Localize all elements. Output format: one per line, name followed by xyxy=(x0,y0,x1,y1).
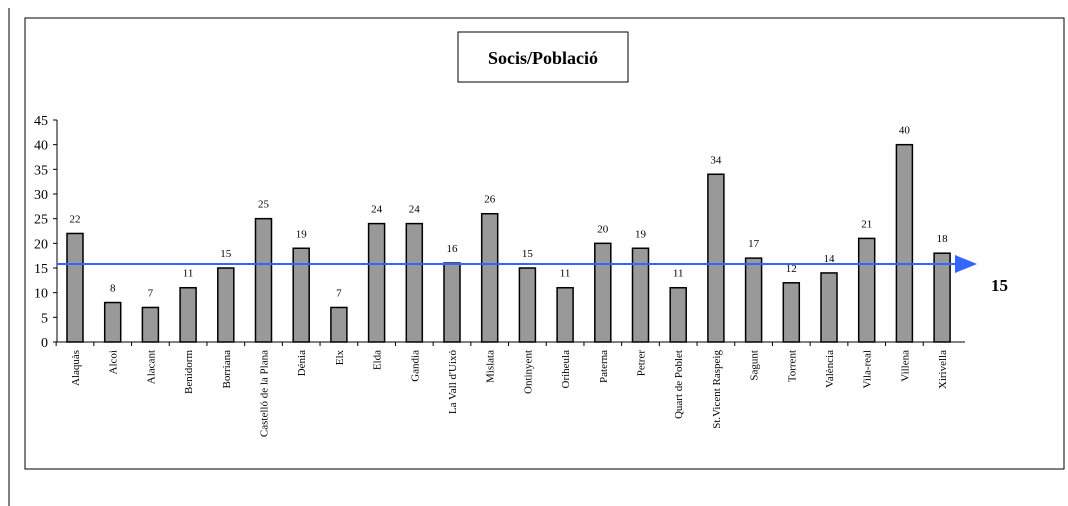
category-label: Torrent xyxy=(786,350,798,382)
bar xyxy=(180,288,196,342)
bar xyxy=(519,268,535,342)
data-label: 11 xyxy=(183,268,194,280)
category-label: Sagunt xyxy=(749,350,761,381)
data-label: 26 xyxy=(484,194,496,206)
y-tick-label: 25 xyxy=(34,213,48,228)
category-label: Petrer xyxy=(636,350,648,377)
data-label: 25 xyxy=(258,199,270,211)
bar xyxy=(708,174,724,342)
bar xyxy=(406,224,422,342)
category-label: Villena xyxy=(899,350,911,382)
category-label: Alacant xyxy=(145,350,157,384)
category-label: Gandia xyxy=(409,350,421,382)
bar xyxy=(859,238,875,342)
data-label: 7 xyxy=(148,287,154,299)
bar xyxy=(595,243,611,342)
bar xyxy=(783,283,799,342)
y-tick-label: 15 xyxy=(34,262,48,277)
category-label: Paterna xyxy=(598,350,610,383)
category-label: Elda xyxy=(372,350,384,370)
y-tick-label: 0 xyxy=(41,336,48,351)
bar xyxy=(331,307,347,342)
data-label: 22 xyxy=(70,213,81,225)
category-label: Borriana xyxy=(221,350,233,389)
category-label: Xirivella xyxy=(937,350,949,389)
data-label: 19 xyxy=(296,228,308,240)
bar xyxy=(444,263,460,342)
category-label: València xyxy=(824,350,836,388)
category-label: Alcoi xyxy=(108,350,120,374)
data-label: 24 xyxy=(409,204,421,216)
data-label: 16 xyxy=(447,243,459,255)
data-label: 15 xyxy=(522,248,534,260)
category-label: Elx xyxy=(334,350,346,366)
y-tick-label: 35 xyxy=(34,163,48,178)
bar xyxy=(105,303,121,342)
y-tick-label: 20 xyxy=(34,237,48,252)
bar xyxy=(256,219,272,342)
y-tick-label: 45 xyxy=(34,114,48,129)
bar xyxy=(482,214,498,342)
y-tick-label: 40 xyxy=(34,139,48,154)
category-label: Dénia xyxy=(296,350,308,376)
category-label: Vila-real xyxy=(862,350,874,388)
data-label: 11 xyxy=(673,268,684,280)
bar xyxy=(633,248,649,342)
data-label: 18 xyxy=(937,233,949,245)
category-label: Ontinyent xyxy=(522,350,534,394)
bar xyxy=(934,253,950,342)
data-label: 15 xyxy=(220,248,232,260)
bar xyxy=(67,233,83,342)
data-label: 19 xyxy=(635,228,647,240)
data-label: 7 xyxy=(336,287,342,299)
bar xyxy=(821,273,837,342)
data-label: 20 xyxy=(597,223,609,235)
data-label: 24 xyxy=(371,204,383,216)
category-label: Benidorm xyxy=(183,350,195,394)
category-label: Castelló de la Plana xyxy=(259,350,271,437)
bar xyxy=(293,248,309,342)
bar xyxy=(142,307,158,342)
bar xyxy=(557,288,573,342)
data-label: 34 xyxy=(710,154,722,166)
bar xyxy=(670,288,686,342)
category-label: Mislata xyxy=(485,350,497,383)
bar xyxy=(896,145,912,342)
chart-title-box: Socis/Població xyxy=(458,32,628,82)
category-label: Quart de Poblet xyxy=(673,350,685,419)
reference-label: 15 xyxy=(991,276,1008,295)
y-tick-label: 5 xyxy=(41,311,48,326)
y-tick-label: 10 xyxy=(34,287,48,302)
data-label: 21 xyxy=(861,218,872,230)
category-label: St.Vicent Raspeig xyxy=(711,350,723,429)
category-label: Oriheula xyxy=(560,350,572,389)
data-label: 8 xyxy=(110,283,116,295)
y-tick-label: 30 xyxy=(34,188,48,203)
bar xyxy=(746,258,762,342)
category-label: Alaquàs xyxy=(70,350,82,386)
data-label: 17 xyxy=(748,238,760,250)
bar xyxy=(218,268,234,342)
category-label: La Vall d'Uixó xyxy=(447,350,459,415)
bar xyxy=(369,224,385,342)
data-label: 11 xyxy=(560,268,571,280)
chart-title: Socis/Població xyxy=(488,48,598,68)
data-label: 40 xyxy=(899,125,911,137)
